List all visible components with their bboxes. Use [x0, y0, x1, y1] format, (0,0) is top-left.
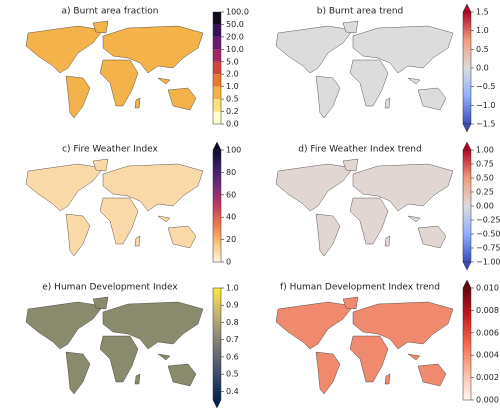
- panel: a) Burnt area fraction 0.0 0.2 0.5 1.0 2.0 5.0…: [25, 7, 249, 129]
- colorbar-tick-label: 0.008: [476, 306, 499, 315]
- colorbar-frame: [212, 11, 222, 125]
- colorbar-tick-label: 100.0: [226, 8, 249, 17]
- colorbar-tick-label: 100: [226, 146, 241, 155]
- colorbar-tick-label: 0.00: [476, 202, 494, 211]
- panel-title: a) Burnt area fraction: [62, 7, 159, 17]
- colorbar-tick-label: 0.4: [226, 387, 239, 396]
- colorbar-tick-label: −1.0: [476, 101, 495, 110]
- colorbar-tick-label: 60: [226, 190, 236, 199]
- panel: b) Burnt area trend −1.5 −1.0 −0.5 0.0 0.5 1.0…: [275, 3, 495, 133]
- colorbar-segment: [213, 99, 221, 112]
- panel-title: f) Human Development Index trend: [280, 283, 440, 293]
- colorbar: [463, 288, 471, 400]
- colorbar-tick-label: 0.5: [226, 95, 239, 104]
- colorbar-tick-label: 0.5: [476, 45, 489, 54]
- colorbar-tick-label: 0.010: [476, 284, 499, 293]
- panel-title: e) Human Development Index: [42, 283, 178, 293]
- colorbar-tick-label: −0.5: [476, 82, 495, 91]
- colorbar-extend: [462, 279, 472, 289]
- colorbar-tick-label: 1.00: [476, 146, 494, 155]
- colorbar-tick-label: −0.50: [476, 230, 500, 239]
- world-map: [275, 296, 454, 395]
- colorbar-extend: [462, 261, 472, 271]
- colorbar-extend: [462, 3, 472, 13]
- colorbar-tick-label: 0: [226, 258, 231, 267]
- colorbar-tick-label: 1.0: [226, 284, 239, 293]
- colorbar-tick-label: 1.0: [476, 26, 489, 35]
- colorbar-segment: [213, 36, 221, 50]
- colorbar-tick-label: 20: [226, 235, 236, 244]
- panel: c) Fire Weather Index 0 20 40 60 80 100: [25, 141, 241, 267]
- colorbar-tick-label: −0.75: [476, 244, 500, 253]
- colorbar-tick-label: 0.8: [226, 318, 239, 327]
- colorbar-tick-label: −0.25: [476, 216, 500, 225]
- panel-title: b) Burnt area trend: [317, 7, 404, 17]
- colorbar-extend: [462, 141, 472, 151]
- panel-title: c) Fire Weather Index: [62, 145, 158, 155]
- colorbar-tick-label: 0.0: [476, 64, 489, 73]
- colorbar-tick-label: 50.0: [226, 20, 244, 29]
- world-map: [275, 20, 454, 119]
- panel-title: d) Fire Weather Index trend: [298, 145, 421, 155]
- colorbar: [463, 12, 471, 124]
- colorbar-extend: [462, 123, 472, 133]
- colorbar-tick-label: 1.5: [476, 8, 489, 17]
- world-map: [25, 158, 204, 257]
- colorbar-tick-label: 0.5: [226, 370, 239, 379]
- colorbar-tick-label: −1.00: [476, 258, 500, 267]
- colorbar-extend: [212, 399, 222, 409]
- world-map: [25, 296, 204, 395]
- colorbar-tick-label: 0.50: [476, 174, 494, 183]
- colorbar-tick-label: 10.0: [226, 45, 244, 54]
- world-map: [25, 20, 204, 119]
- colorbar-tick-label: 0.9: [226, 301, 239, 310]
- colorbar-segment: [213, 49, 221, 62]
- panel: d) Fire Weather Index trend −1.00 −0.75 −0.…: [275, 141, 500, 271]
- colorbar-tick-label: −1.5: [476, 120, 495, 129]
- colorbar-tick-label: 0.004: [476, 351, 499, 360]
- colorbar-tick-label: 0.0: [226, 120, 239, 129]
- colorbar-segment: [213, 24, 221, 37]
- panel: f) Human Development Index trend 0.000 0.0…: [275, 279, 499, 405]
- colorbar-tick-label: 0.006: [476, 328, 499, 337]
- colorbar-extend: [212, 141, 222, 151]
- colorbar-tick-label: 0.000: [476, 396, 499, 405]
- colorbar: [463, 150, 471, 262]
- panel: e) Human Development Index 0.4 0.5 0.6 0.7 0.…: [25, 283, 239, 409]
- colorbar-segment: [213, 111, 221, 124]
- world-map: [275, 158, 454, 257]
- colorbar-tick-label: 5.0: [226, 57, 239, 66]
- colorbar-tick-label: 40: [226, 213, 236, 222]
- colorbar-tick-label: 0.2: [226, 107, 239, 116]
- colorbar-tick-label: 80: [226, 168, 236, 177]
- colorbar-segment: [213, 61, 221, 75]
- colorbar-tick-label: 0.7: [226, 335, 239, 344]
- colorbar: [213, 288, 221, 400]
- colorbar: [213, 150, 221, 262]
- colorbar-segment: [213, 12, 221, 25]
- colorbar-tick-label: 0.75: [476, 160, 494, 169]
- colorbar-tick-label: 0.6: [226, 352, 239, 361]
- colorbar-tick-label: 1.0: [226, 82, 239, 91]
- colorbar-tick-label: 0.002: [476, 373, 499, 382]
- colorbar-tick-label: 20.0: [226, 32, 244, 41]
- colorbar-tick-label: 2.0: [226, 70, 239, 79]
- colorbar-segment: [213, 86, 221, 100]
- colorbar-segment: [213, 74, 221, 87]
- colorbar-tick-label: 0.25: [476, 188, 494, 197]
